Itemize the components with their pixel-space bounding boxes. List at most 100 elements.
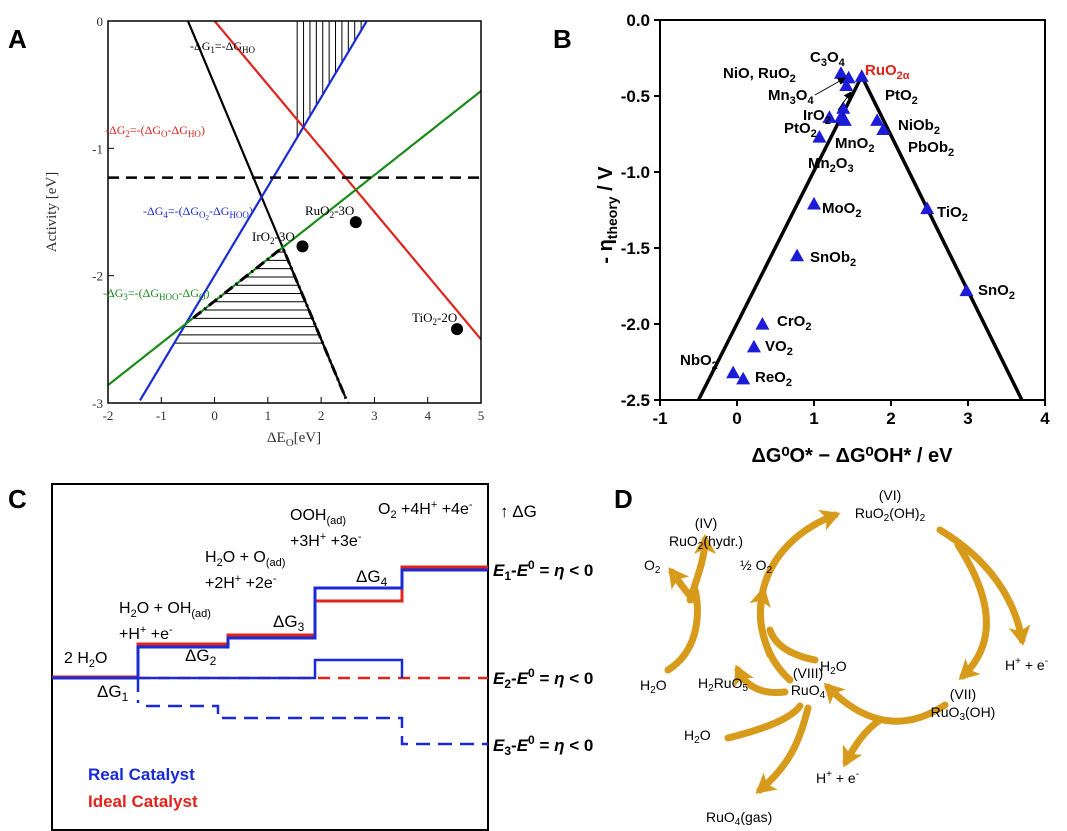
data-point-triangle [736,371,751,385]
state-s3-b: +3H+ +3e- [290,531,362,550]
annotation-g2: -ΔG2=-(ΔGO-ΔGHO) [105,123,205,139]
label-vi: RuO2(OH)2 [855,505,926,524]
panel-c: C 2 H2O H2O + OH(ad) +H+ +e- H2O + O(ad)… [8,483,593,831]
label-h2o-left: H2O [640,677,667,696]
panel-d-letter: D [614,484,633,514]
label-mno2: MnO2 [835,135,874,155]
panel-b-points [726,66,974,385]
label-h2o-bottom: H2O [684,727,711,746]
label-vo2: VO2 [765,338,793,358]
state-s3-a: OOH(ad) [290,507,346,527]
x-tick-label: 2 [318,408,325,423]
state-s2-b: +2H+ +2e- [205,573,277,592]
label-mn3o4: Mn3O4 [768,87,814,107]
panel-b-letter: B [553,24,572,54]
state-s4: O2 +4H+ +4e- [378,499,473,521]
label-vi-ox: (VI) [879,487,902,503]
state-s1-b: +H+ +e- [119,624,173,643]
panel-c-letter: C [8,484,27,514]
label-reo2: ReO2 [755,369,792,389]
label-mn2o3: Mn2O3 [808,155,854,175]
data-point-triangle [790,248,805,262]
state-s1-a: H2O + OH(ad) [119,600,211,620]
energy-e2: E2-E0 = η < 0 [493,666,593,691]
label-h2o-mid: H2O [820,658,847,677]
data-point-triangle [876,122,891,136]
panel-a-ticks: -2 -1 0 1 2 3 4 50-1-2-3 [92,14,484,423]
x-tick-label: 4 [424,408,431,423]
arrow-to-o2-left [668,567,698,604]
panel-c-energies: E1-E0 = η < 0 E2-E0 = η < 0 E3-E0 = η < … [493,558,593,758]
y-tick-label: -1.5 [621,239,650,258]
panel-c-deltas: ΔG1 ΔG2 ΔG3 ΔG4 [97,567,388,704]
arrow-nio [814,77,846,96]
arrow-vi-to-he [936,526,1031,646]
annotation-g3: -ΔG3=-(ΔGHOO-ΔGO) [103,286,209,302]
label-nio2: NiOb2 [898,117,940,137]
data-point-triangle [854,69,869,82]
panel-b-ylabel: - ηtheory / V [595,166,620,264]
x-tick-label: 5 [478,408,485,423]
data-point-triangle [920,201,935,215]
data-point-triangle [833,66,848,79]
panel-a-frame [107,20,482,404]
y-tick-label: -0.5 [621,87,650,106]
line-g4 [139,21,368,402]
point-ruo2-3o [349,216,362,229]
y-tick-label: -1.0 [621,163,650,182]
label-ruo2a: RuO2α [865,62,910,82]
delta-g1: ΔG1 [97,682,129,704]
label-vii: RuO3(OH) [931,704,996,723]
label-he-bottom: H+ + e- [816,769,859,786]
arrow-vi-to-vii [954,541,990,681]
data-point-triangle [755,317,770,330]
panel-a-ylabel: Activity [eV] [44,172,60,252]
arrow-to-iv [686,534,716,604]
x-tick-label: 1 [265,408,272,423]
panel-d-arrows [664,509,1031,794]
annotation-g1: -ΔG1=-ΔGHO [190,39,256,55]
x-tick-label: 1 [809,409,818,428]
data-point-triangle [959,283,974,297]
energy-e3: E3-E0 = η < 0 [493,733,593,758]
arrow-h2o-left [664,586,701,674]
label-ruo4-gas: RuO4(gas) [706,809,772,828]
panel-b-labels: C3O4 NiO, RuO2 RuO2α Mn3O4 PtO2 IrO2 PtO… [680,49,1015,389]
y-tick-label: -2.5 [621,391,650,410]
energy-e1: E1-E0 = η < 0 [493,558,593,583]
panel-c-frame [51,483,489,831]
arrow-h2o-bottom [724,702,804,742]
data-point-triangle [726,365,741,379]
label-he-right: H+ + e- [1005,656,1048,673]
y-tick-label: -2 [92,269,103,284]
line-g3 [107,90,482,387]
label-pbo2: PbOb2 [908,139,954,159]
label-pto2-top: PtO2 [885,87,918,107]
panel-a: A -2 -1 0 1 2 3 4 50-1-2-3 Activity [eV] ΔEO[eV… [8,14,484,449]
panel-a-lines [107,20,482,404]
label-tio2-2o: TiO2-2O [412,310,457,327]
label-h2ruo5: H2RuO5 [698,675,748,694]
label-nbo2: NbO2 [680,352,718,372]
x-tick-label: 3 [371,408,378,423]
y-tick-label: -1 [92,141,103,156]
x-tick-label: 0 [732,409,741,428]
state-s2-a: H2O + O(ad) [205,549,285,569]
legend-ideal: Ideal Catalyst [88,792,198,811]
label-cro2: CrO2 [777,313,811,333]
point-iro2-3o [296,240,309,253]
data-point-triangle [807,196,821,210]
data-point-triangle [746,339,761,353]
data-point-triangle [822,110,837,123]
panel-a-hatching [174,21,362,344]
arrow-to-he-bottom [842,716,884,768]
point-tio2-2o [451,323,464,336]
panel-a-letter: A [8,24,27,54]
panel-b-volcano [696,72,1024,401]
label-iv-ox: (IV) [695,515,718,531]
panel-d-labels: (IV) RuO2(hydr.) (VI) RuO2(OH)2 O2 ½ O2 … [640,487,1048,828]
real-e3-dashed [136,678,488,746]
state-s0: 2 H2O [64,650,107,670]
x-tick-label: -1 [652,409,667,428]
